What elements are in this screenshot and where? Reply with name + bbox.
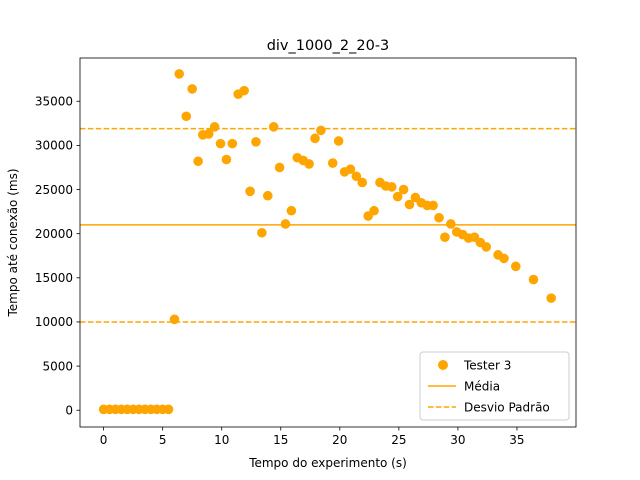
data-point-51 <box>404 199 415 210</box>
data-point-64 <box>481 242 492 252</box>
data-point-49 <box>392 191 403 202</box>
data-point-57 <box>440 232 450 243</box>
data-point-22 <box>227 138 238 149</box>
y-tick-label-10000: 10000 <box>35 315 73 329</box>
data-point-35 <box>304 159 314 169</box>
x-tick-label-25: 25 <box>391 433 406 447</box>
y-tick-label-20000: 20000 <box>35 227 73 241</box>
data-point-13 <box>174 69 184 79</box>
x-axis-ticks: 0 5 10 15 20 25 30 35 <box>100 427 525 447</box>
data-point-27 <box>257 227 267 238</box>
data-point-69 <box>546 293 556 303</box>
data-point-14 <box>181 111 192 122</box>
data-point-36 <box>310 133 320 144</box>
legend: Tester 3 Média Desvio Padrão <box>419 351 570 421</box>
data-point-42 <box>351 171 362 182</box>
data-point-32 <box>286 205 297 216</box>
data-point-50 <box>398 184 409 195</box>
data-point-18 <box>203 129 214 139</box>
data-point-43 <box>357 177 368 188</box>
x-tick-label-5: 5 <box>159 433 167 447</box>
y-tick-label-0: 0 <box>65 404 73 418</box>
reference-lines <box>80 127 576 323</box>
y-axis-ticks: 0 5000 10000 15000 20000 25000 30000 35000 <box>35 95 80 418</box>
data-point-25 <box>245 186 255 197</box>
data-point-68 <box>528 274 539 285</box>
data-point-56 <box>434 212 444 223</box>
scatter-points <box>98 69 556 415</box>
legend-label-tester: Tester 3 <box>463 359 511 373</box>
data-point-16 <box>193 156 203 167</box>
data-point-20 <box>215 138 226 149</box>
data-point-28 <box>262 190 273 201</box>
legend-marker-tester <box>438 360 448 370</box>
chart-title: div_1000_2_20-3 <box>267 38 390 54</box>
data-point-15 <box>187 84 197 94</box>
data-point-39 <box>333 136 344 146</box>
data-point-19 <box>209 122 220 132</box>
legend-box <box>419 351 570 421</box>
plot-area-frame <box>79 57 577 428</box>
data-point-31 <box>280 219 291 229</box>
data-point-30 <box>274 162 285 173</box>
data-point-45 <box>369 205 379 216</box>
data-point-55 <box>428 200 438 211</box>
x-tick-label-0: 0 <box>100 433 108 447</box>
y-tick-label-5000: 5000 <box>42 359 73 373</box>
x-tick-label-35: 35 <box>509 433 524 447</box>
data-point-12 <box>169 314 180 325</box>
y-tick-label-35000: 35000 <box>35 95 73 109</box>
x-tick-label-10: 10 <box>214 433 229 447</box>
x-tick-label-20: 20 <box>332 433 347 447</box>
data-point-21 <box>221 154 232 165</box>
data-point-41 <box>345 164 356 175</box>
x-tick-label-15: 15 <box>273 433 288 447</box>
data-point-37 <box>316 125 326 136</box>
x-tick-label-30: 30 <box>450 433 465 447</box>
y-tick-label-25000: 25000 <box>35 183 73 197</box>
y-tick-label-30000: 30000 <box>35 139 73 153</box>
data-point-24 <box>239 85 249 96</box>
data-point-58 <box>446 219 456 229</box>
data-point-38 <box>327 158 338 168</box>
data-point-66 <box>499 253 509 264</box>
legend-label-desvio: Desvio Padrão <box>464 401 550 415</box>
data-point-26 <box>251 137 261 147</box>
legend-label-media: Média <box>464 380 500 394</box>
y-axis-label: Tempo até conexão (ms) <box>6 168 20 317</box>
y-tick-label-15000: 15000 <box>35 271 73 285</box>
data-point-67 <box>510 261 521 272</box>
data-point-11 <box>163 404 174 415</box>
data-point-29 <box>268 122 279 132</box>
x-axis-label: Tempo do experimento (s) <box>248 456 407 470</box>
data-point-48 <box>386 182 397 192</box>
